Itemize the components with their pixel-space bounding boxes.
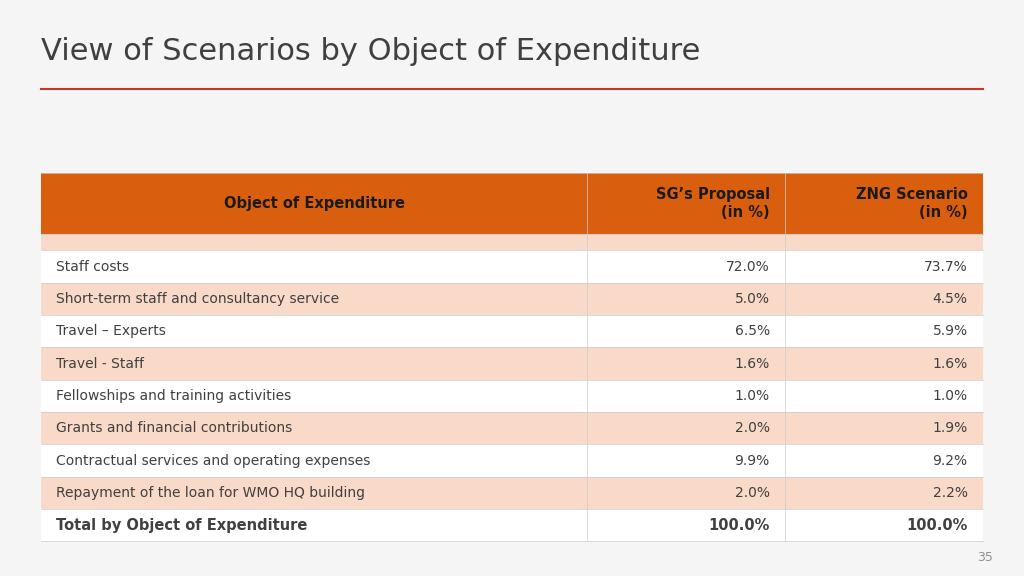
Text: 9.9%: 9.9% bbox=[734, 453, 770, 468]
Bar bbox=[41, 380, 983, 412]
Bar bbox=[41, 509, 983, 541]
Text: 72.0%: 72.0% bbox=[726, 260, 770, 274]
Text: Total by Object of Expenditure: Total by Object of Expenditure bbox=[56, 518, 307, 533]
Text: Grants and financial contributions: Grants and financial contributions bbox=[56, 421, 293, 435]
Bar bbox=[41, 251, 983, 283]
Text: 100.0%: 100.0% bbox=[906, 518, 968, 533]
Text: 1.0%: 1.0% bbox=[933, 389, 968, 403]
Text: Fellowships and training activities: Fellowships and training activities bbox=[56, 389, 292, 403]
Text: 100.0%: 100.0% bbox=[709, 518, 770, 533]
Text: 1.6%: 1.6% bbox=[734, 357, 770, 370]
Text: 5.0%: 5.0% bbox=[735, 292, 770, 306]
Text: 5.9%: 5.9% bbox=[933, 324, 968, 338]
Text: Contractual services and operating expenses: Contractual services and operating expen… bbox=[56, 453, 371, 468]
Text: 73.7%: 73.7% bbox=[924, 260, 968, 274]
Text: SG’s Proposal
(in %): SG’s Proposal (in %) bbox=[655, 187, 770, 221]
Bar bbox=[41, 347, 983, 380]
Text: Travel - Staff: Travel - Staff bbox=[56, 357, 144, 370]
Bar bbox=[41, 173, 983, 234]
Text: 9.2%: 9.2% bbox=[933, 453, 968, 468]
Bar bbox=[41, 283, 983, 315]
Text: 2.2%: 2.2% bbox=[933, 486, 968, 500]
Text: 4.5%: 4.5% bbox=[933, 292, 968, 306]
Text: 2.0%: 2.0% bbox=[735, 486, 770, 500]
Text: Object of Expenditure: Object of Expenditure bbox=[223, 196, 404, 211]
Text: 1.0%: 1.0% bbox=[734, 389, 770, 403]
Text: Staff costs: Staff costs bbox=[56, 260, 129, 274]
Bar bbox=[41, 477, 983, 509]
Text: Repayment of the loan for WMO HQ building: Repayment of the loan for WMO HQ buildin… bbox=[56, 486, 366, 500]
Text: ZNG Scenario
(in %): ZNG Scenario (in %) bbox=[856, 187, 968, 221]
Text: 1.6%: 1.6% bbox=[933, 357, 968, 370]
Text: 1.9%: 1.9% bbox=[933, 421, 968, 435]
Bar bbox=[41, 315, 983, 347]
Bar bbox=[41, 445, 983, 477]
Text: Travel – Experts: Travel – Experts bbox=[56, 324, 166, 338]
Text: Short-term staff and consultancy service: Short-term staff and consultancy service bbox=[56, 292, 339, 306]
Text: 6.5%: 6.5% bbox=[734, 324, 770, 338]
Text: 2.0%: 2.0% bbox=[735, 421, 770, 435]
Text: 35: 35 bbox=[977, 551, 993, 564]
Bar bbox=[41, 234, 983, 251]
Text: View of Scenarios by Object of Expenditure: View of Scenarios by Object of Expenditu… bbox=[41, 37, 700, 66]
Bar bbox=[41, 412, 983, 445]
